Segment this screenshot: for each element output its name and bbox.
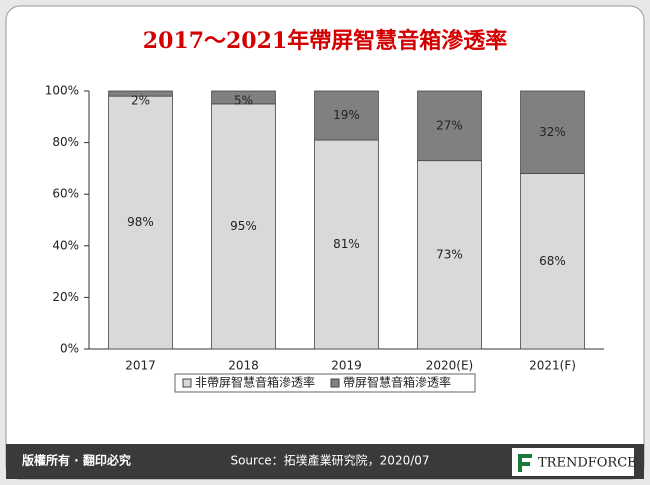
y-tick-label: 80% (52, 135, 79, 149)
bar-segment (211, 103, 276, 350)
data-label: 2% (131, 94, 150, 108)
legend-swatch (182, 378, 192, 388)
x-tick-label: 2017 (125, 359, 156, 373)
data-label: 27% (436, 118, 463, 132)
bar-segment (520, 173, 585, 350)
bar-segment (108, 90, 173, 97)
x-tick-label: 2020(E) (426, 359, 473, 373)
y-tick-label: 100% (45, 84, 79, 98)
data-label: 95% (230, 219, 257, 233)
x-tick-label: 2018 (228, 359, 259, 373)
y-tick-label: 40% (52, 238, 79, 252)
data-label: 32% (539, 125, 566, 139)
y-tick-label: 60% (52, 187, 79, 201)
data-label: 68% (539, 254, 566, 268)
legend-swatch (330, 378, 340, 388)
bar-segment (417, 90, 482, 162)
chart-title: 2017～2021年帶屏智慧音箱滲透率 (143, 28, 507, 54)
source: Source：拓墣產業研究院，2020/07 (230, 453, 429, 468)
data-label: 98% (127, 215, 154, 229)
logo-box (512, 448, 634, 476)
x-tick-label: 2021(F) (529, 359, 576, 373)
data-label: 19% (333, 108, 360, 122)
y-tick-label: 0% (60, 342, 79, 356)
bar-segment (314, 139, 379, 350)
bar-segment (314, 90, 379, 141)
legend-label: 非帶屏智慧音箱滲透率 (195, 375, 315, 390)
x-tick-label: 2019 (331, 359, 362, 373)
bar-segment (520, 90, 585, 174)
copyright: 版權所有 · 翻印必究 (22, 453, 131, 468)
legend-box (174, 373, 476, 393)
legend-label: 帶屏智慧音箱滲透率 (343, 375, 451, 390)
y-tick-label: 20% (52, 290, 79, 304)
data-label: 81% (333, 237, 360, 251)
data-label: 5% (234, 94, 253, 108)
data-label: 73% (436, 247, 463, 261)
bar-segment (211, 90, 276, 105)
brand: TRENDFORCE (538, 456, 637, 471)
logo-icon (518, 454, 532, 472)
bar-segment (108, 95, 173, 350)
